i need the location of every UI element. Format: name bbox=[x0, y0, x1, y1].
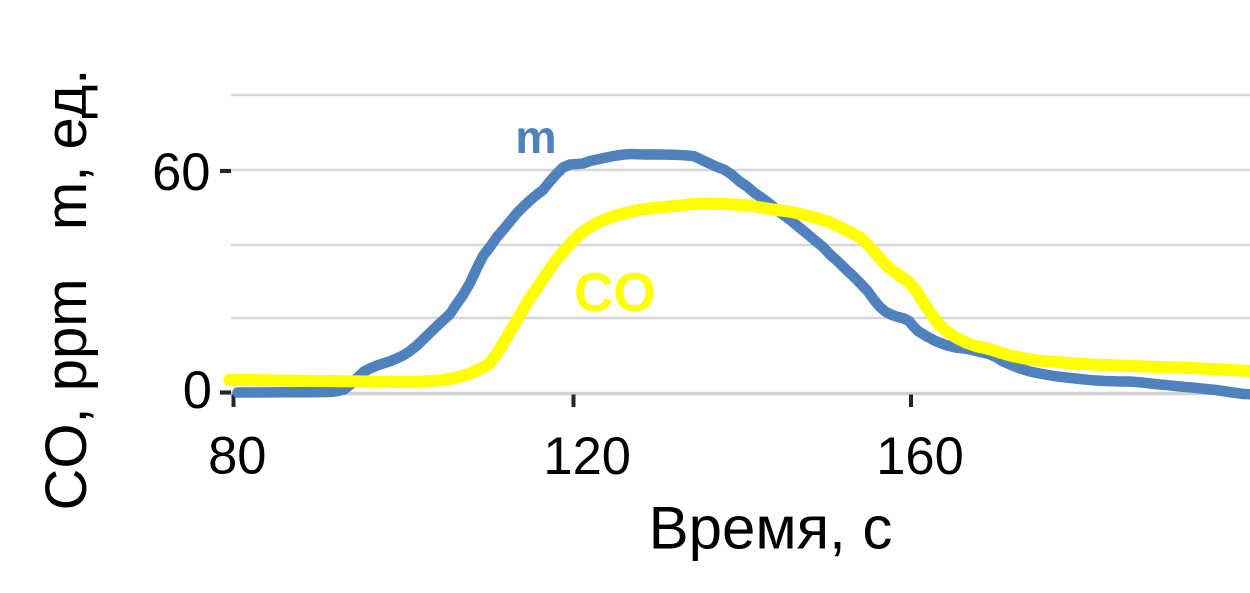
svg-text:60: 60 bbox=[152, 143, 210, 202]
svg-text:m: m bbox=[515, 111, 556, 163]
svg-text:CO: CO bbox=[574, 262, 656, 323]
svg-text:160: 160 bbox=[876, 427, 964, 486]
svg-text:Время, с: Время, с bbox=[649, 494, 893, 561]
svg-text:0: 0 bbox=[183, 361, 212, 420]
svg-text:120: 120 bbox=[543, 427, 631, 486]
svg-text:CO, ppm m, ед.: CO, ppm m, ед. bbox=[34, 69, 99, 511]
svg-text:80: 80 bbox=[208, 427, 266, 486]
